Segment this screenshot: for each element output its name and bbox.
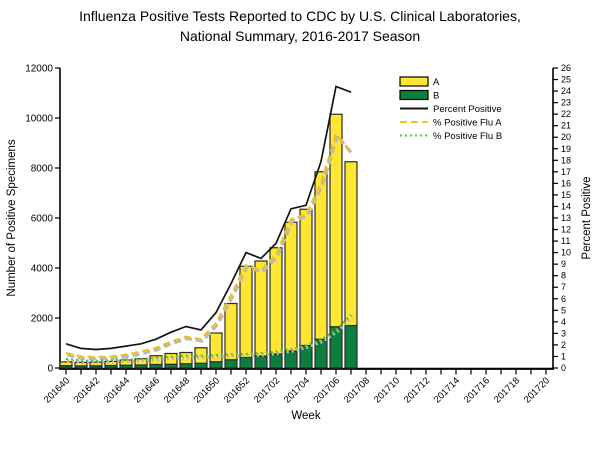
x-axis-tick-label: 201644	[102, 375, 132, 405]
bar-segment-a-201707	[344, 161, 358, 327]
right-axis-tick-label: 18	[561, 155, 571, 165]
bar-segment-b-201702	[269, 353, 283, 369]
right-axis-tick-label: 20	[561, 132, 571, 142]
chart-title-line1: Influenza Positive Tests Reported to CDC…	[79, 8, 521, 24]
bar-segment-b-201706	[329, 326, 343, 369]
x-axis-tick-label: 201640	[42, 375, 72, 405]
bar-segment-b-201648	[179, 363, 193, 369]
bar-segment-a-201650	[209, 332, 223, 363]
percent-positive-line	[65, 85, 352, 351]
bar-segment-a-201703	[284, 221, 298, 352]
pct-flu-a-line-shadow	[66, 132, 354, 361]
x-axis-tick-label: 201702	[252, 375, 282, 405]
left-axis-tick-label: 12000	[25, 64, 53, 75]
bar-segment-a-201648	[179, 351, 193, 365]
right-axis-tick-label: 5	[561, 305, 566, 315]
right-axis-tick-label: 7	[561, 282, 566, 292]
right-axis-tick-label: 1	[561, 351, 566, 361]
pct-flu-a-line	[65, 131, 352, 359]
legend-label: % Positive Flu B	[433, 131, 502, 142]
bar-segment-a-201651	[224, 302, 238, 361]
bar-segment-a-201701	[254, 260, 268, 357]
left-axis-title: Number of Positive Specimens	[6, 139, 18, 296]
x-axis-tick-label: 201716	[462, 375, 492, 405]
right-axis-tick-label: 24	[561, 86, 571, 96]
right-axis-tick-label: 2	[561, 340, 566, 350]
left-axis-tick-label: 10000	[25, 114, 53, 125]
right-axis-tick-label: 10	[561, 248, 571, 258]
right-axis-tick-label: 3	[561, 328, 566, 338]
bar-segment-a-201642	[89, 361, 103, 367]
left-axis-tick-label: 4000	[31, 264, 54, 275]
x-axis-tick-label: 201650	[192, 375, 222, 405]
right-axis-tick-label: 8	[561, 271, 566, 281]
bar-segment-a-201643	[104, 360, 118, 367]
bar-segment-b-201651	[224, 359, 238, 369]
legend-swatch-a	[399, 76, 429, 87]
right-axis-tick-label: 23	[561, 98, 571, 108]
chart-title: Influenza Positive Tests Reported to CDC…	[0, 6, 600, 46]
legend-label: A	[433, 77, 440, 88]
bar-segment-a-201706	[329, 113, 343, 328]
legend-swatch-b	[399, 89, 429, 101]
x-axis-tick-label: 201648	[162, 375, 192, 405]
x-axis-tick-label: 201712	[402, 375, 432, 405]
x-axis-tick-label: 201642	[72, 375, 102, 405]
x-axis-title: Week	[291, 410, 320, 422]
x-axis-tick-label: 201706	[312, 375, 342, 405]
bar-segment-a-201704	[299, 208, 313, 347]
x-axis-tick-label: 201646	[132, 375, 162, 405]
right-axis-tick-label: 9	[561, 259, 566, 269]
right-axis-tick-label: 19	[561, 144, 571, 154]
right-axis-tick-label: 25	[561, 75, 571, 85]
bar-segment-b-201701	[254, 355, 268, 369]
x-axis-tick-label: 201652	[222, 375, 252, 405]
left-axis-tick-label: 2000	[31, 314, 54, 325]
bar-segment-a-201702	[269, 247, 283, 355]
right-axis-tick-label: 26	[561, 63, 571, 73]
x-axis-tick-label: 201718	[492, 375, 522, 405]
x-axis-tick-label: 201720	[522, 375, 552, 405]
right-axis-tick-label: 6	[561, 294, 566, 304]
left-axis-tick-label: 6000	[31, 214, 54, 225]
right-axis-tick-label: 17	[561, 167, 571, 177]
right-axis-tick-label: 4	[561, 317, 566, 327]
x-axis-tick-label: 201714	[432, 375, 462, 405]
right-axis-tick-label: 14	[561, 201, 571, 211]
chart-title-line2: National Summary, 2016-2017 Season	[179, 28, 421, 44]
left-axis-tick-label: 0	[47, 364, 53, 375]
legend-label: Percent Positive	[433, 104, 502, 115]
right-axis-tick-label: 0	[561, 363, 566, 373]
bar-segment-b-201649	[194, 362, 208, 369]
right-axis-tick-label: 15	[561, 190, 571, 200]
right-axis-tick-label: 21	[561, 121, 571, 131]
right-axis-tick-label: 22	[561, 109, 571, 119]
x-axis-tick-label: 201704	[282, 375, 312, 405]
bar-segment-b-201652	[239, 356, 253, 369]
left-axis-tick-label: 8000	[31, 164, 54, 175]
bar-segment-b-201703	[284, 350, 298, 369]
right-axis-tick-label: 13	[561, 213, 571, 223]
bar-segment-b-201650	[209, 361, 223, 369]
right-axis-title: Percent Positive	[581, 176, 593, 259]
bar-segment-b-201707	[344, 324, 358, 369]
bar-segment-a-201646	[149, 355, 163, 366]
bar-segment-a-201647	[164, 352, 178, 365]
bar-segment-a-201705	[314, 171, 328, 340]
x-axis-tick-label: 201708	[342, 375, 372, 405]
right-axis-tick-label: 16	[561, 178, 571, 188]
bar-segment-a-201641	[74, 361, 88, 367]
legend-label: % Positive Flu A	[433, 118, 502, 129]
legend-label: B	[433, 91, 439, 102]
bar-segment-a-201640	[59, 361, 73, 367]
right-axis-tick-label: 11	[561, 236, 570, 246]
right-axis-tick-label: 12	[561, 225, 571, 235]
x-axis-tick-label: 201710	[372, 375, 402, 405]
